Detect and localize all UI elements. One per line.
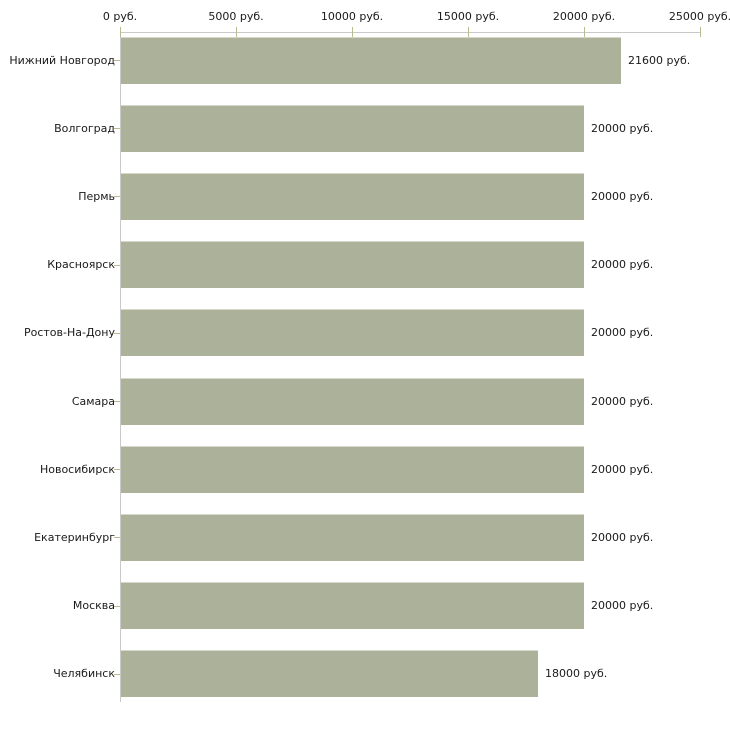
bar — [121, 241, 584, 288]
x-axis-tick — [236, 27, 237, 37]
y-axis-tick — [114, 674, 120, 675]
bar — [121, 173, 584, 220]
category-label: Волгоград — [54, 122, 115, 135]
bar — [121, 309, 584, 356]
x-axis-tick-label: 10000 руб. — [320, 10, 384, 23]
bar — [121, 650, 538, 697]
y-axis-tick — [114, 128, 120, 129]
y-axis-tick — [114, 537, 120, 538]
bar — [121, 514, 584, 561]
y-axis-tick — [114, 401, 120, 402]
value-label: 20000 руб. — [591, 122, 654, 135]
x-axis-tick — [120, 27, 121, 37]
x-axis-tick-label: 25000 руб. — [668, 10, 730, 23]
bar — [121, 582, 584, 629]
value-label: 18000 руб. — [545, 667, 608, 680]
bar — [121, 37, 621, 84]
category-label: Ростов-На-Дону — [23, 326, 115, 339]
value-label: 20000 руб. — [591, 190, 654, 203]
x-axis-tick — [352, 27, 353, 37]
y-axis-tick — [114, 265, 120, 266]
x-axis-line — [120, 32, 701, 33]
category-label: Москва — [72, 599, 115, 612]
x-axis-tick-label: 5000 руб. — [208, 10, 264, 23]
value-label: 20000 руб. — [591, 599, 654, 612]
y-axis-tick — [114, 333, 120, 334]
value-label: 20000 руб. — [591, 326, 654, 339]
category-label: Пермь — [78, 190, 115, 203]
x-axis-tick — [700, 27, 701, 37]
y-axis-tick — [114, 606, 120, 607]
category-label: Новосибирск — [39, 463, 115, 476]
value-label: 20000 руб. — [591, 258, 654, 271]
value-label: 21600 руб. — [628, 54, 691, 67]
x-axis-tick-label: 0 руб. — [102, 10, 138, 23]
y-axis-line — [120, 27, 121, 702]
x-axis-tick-label: 15000 руб. — [436, 10, 500, 23]
value-label: 20000 руб. — [591, 395, 654, 408]
value-label: 20000 руб. — [591, 463, 654, 476]
y-axis-tick — [114, 60, 120, 61]
category-label: Нижний Новгород — [9, 54, 115, 67]
y-axis-tick — [114, 469, 120, 470]
value-label: 20000 руб. — [591, 531, 654, 544]
x-axis-tick-label: 20000 руб. — [552, 10, 616, 23]
bar — [121, 378, 584, 425]
bar — [121, 446, 584, 493]
x-axis-tick — [468, 27, 469, 37]
category-label: Екатеринбург — [34, 531, 115, 544]
category-label: Красноярск — [47, 258, 115, 271]
bar — [121, 105, 584, 152]
x-axis-tick — [584, 27, 585, 37]
y-axis-tick — [114, 196, 120, 197]
category-label: Челябинск — [53, 667, 115, 680]
category-label: Самара — [71, 395, 115, 408]
